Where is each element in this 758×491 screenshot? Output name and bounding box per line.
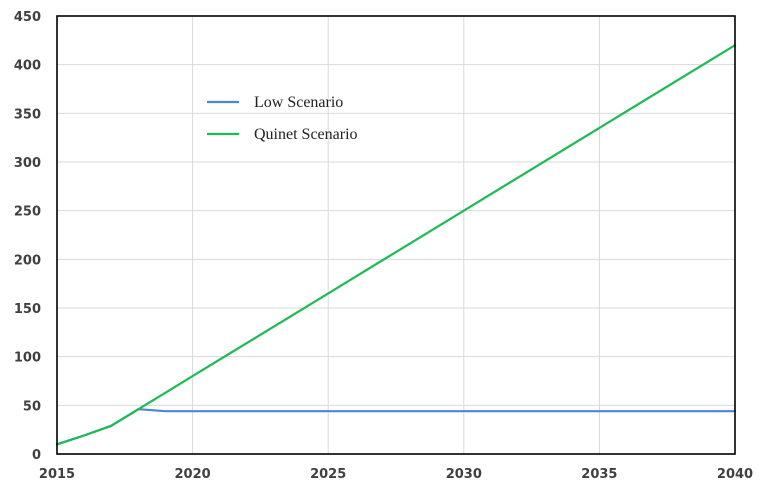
axis-tick-labels: 0 50 100 150 200 250 300 350 400 450 2015 2020 2025 2… [14, 10, 753, 482]
y-tick-label: 250 [14, 205, 41, 220]
x-tick-label: 2015 [39, 467, 75, 482]
y-tick-label: 300 [14, 156, 41, 171]
x-tick-label: 2030 [446, 467, 482, 482]
x-tick-label: 2040 [717, 467, 753, 482]
y-tick-label: 0 [32, 448, 41, 463]
plot-frame [56, 15, 736, 455]
gridlines [56, 15, 736, 455]
series-line-low-scenario [55, 408, 737, 446]
y-tick-label: 100 [14, 351, 41, 366]
legend: Low Scenario Quinet Scenario [207, 94, 358, 143]
y-tick-label: 50 [23, 399, 41, 414]
y-tick-label: 150 [14, 302, 41, 317]
series-line-quinet-scenario [55, 44, 737, 446]
x-tick-label: 2035 [581, 467, 617, 482]
y-tick-label: 400 [14, 59, 41, 74]
y-tick-label: 350 [14, 107, 41, 122]
y-tick-label: 200 [14, 253, 41, 268]
legend-label: Quinet Scenario [254, 126, 358, 143]
y-tick-label: 450 [14, 10, 41, 25]
series-lines [55, 44, 737, 446]
legend-item-quinet-scenario: Quinet Scenario [207, 126, 358, 143]
x-tick-label: 2025 [310, 467, 346, 482]
x-tick-label: 2020 [175, 467, 211, 482]
legend-label: Low Scenario [254, 94, 343, 111]
legend-item-low-scenario: Low Scenario [207, 94, 343, 111]
